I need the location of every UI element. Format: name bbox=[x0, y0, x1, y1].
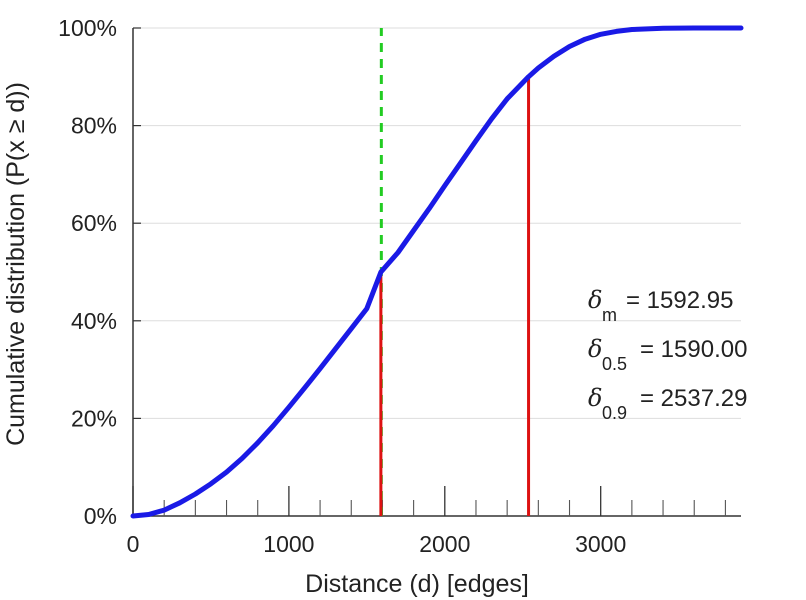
axes-layer bbox=[132, 27, 741, 517]
x-tick-label: 1000 bbox=[263, 531, 314, 557]
x-axis-label: Distance (d) [edges] bbox=[305, 570, 529, 598]
cdf-line bbox=[130, 25, 744, 519]
x-tick-label: 0 bbox=[127, 531, 140, 557]
tick-labels: 0% 20% 40% 60% 80% 100% 0 1000 2000 3000 bbox=[58, 15, 626, 557]
y-axis-label: Cumulative distribution (P(x ≥ d)) bbox=[2, 82, 30, 446]
y-tick-label: 40% bbox=[71, 308, 117, 334]
series-layer bbox=[130, 25, 744, 519]
annotation-value: = 2537.29 bbox=[640, 385, 747, 412]
y-tick-label: 0% bbox=[84, 503, 117, 529]
annotation-row: δm = 1592.95 bbox=[588, 286, 733, 325]
x-tick-label: 2000 bbox=[419, 531, 470, 557]
delta-symbol: δ bbox=[588, 335, 602, 363]
annotation-row: δ0.9 = 2537.29 bbox=[588, 384, 747, 423]
annotation-subscript: 0.5 bbox=[602, 354, 627, 374]
x-tick-label: 3000 bbox=[575, 531, 626, 557]
y-tick-label: 80% bbox=[71, 113, 117, 139]
y-tick-label: 100% bbox=[58, 15, 117, 41]
annotation-value: = 1592.95 bbox=[626, 287, 733, 314]
annotation-subscript: 0.9 bbox=[602, 403, 627, 423]
y-tick-label: 60% bbox=[71, 210, 117, 236]
grid-layer bbox=[133, 27, 741, 517]
delta-symbol: δ bbox=[588, 384, 602, 412]
delta-symbol: δ bbox=[588, 286, 602, 314]
annotation-row: δ0.5 = 1590.00 bbox=[588, 335, 747, 374]
annotation-subscript: m bbox=[602, 305, 617, 325]
y-tick-label: 20% bbox=[71, 405, 117, 431]
annotation-value: = 1590.00 bbox=[640, 336, 747, 363]
